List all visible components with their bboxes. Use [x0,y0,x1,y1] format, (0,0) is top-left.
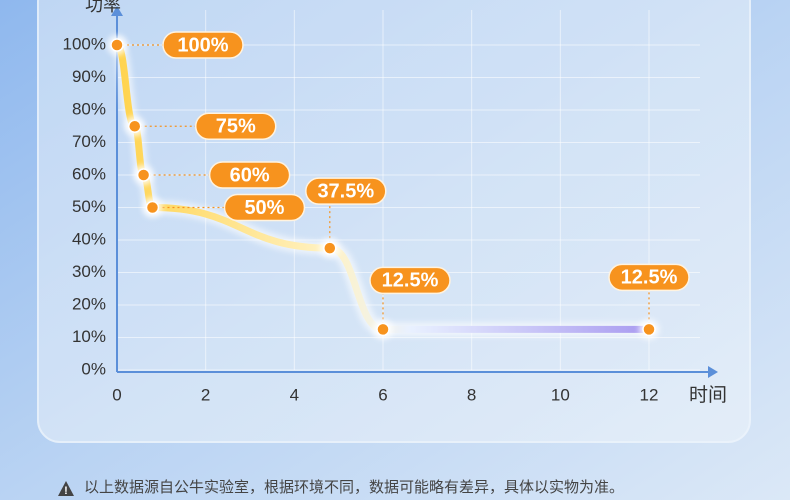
y-tick-label: 40% [72,229,106,248]
point [376,322,390,337]
value-label: 50% [244,197,284,219]
y-tick-label: 60% [72,164,106,183]
x-axis-title: 时间 [689,384,727,406]
value-label-box [208,161,291,189]
y-tick-label: 80% [72,99,106,118]
value-label-box [162,31,244,59]
point [642,322,656,337]
point [127,119,142,133]
y-tick-label: 20% [72,294,106,313]
y-axis-arrow [111,6,123,16]
y-tick-label: 30% [72,262,106,281]
point [110,38,124,52]
footnote: 以上数据源自公牛实验室，根据环境不同，数据可能略有差异，具体以实物为准。 [84,478,624,496]
value-label-box [608,263,690,292]
plot: 100% 75% 60% 50% 37.5% 12.5% 12.5% [107,31,690,340]
y-tick-label: 100% [63,34,106,53]
y-axis-title: 功率 [85,0,121,15]
point [145,200,160,215]
x-tick-label: 0 [112,385,121,404]
value-label: 12.5% [382,270,439,292]
warning-mark: ! [64,485,68,497]
value-label: 75% [216,116,256,138]
value-label-box [194,112,277,140]
x-tick-label: 6 [378,385,387,404]
y-tick-label: 0% [81,359,106,378]
x-tick-label: 12 [640,385,659,404]
value-label: 100% [177,34,228,56]
x-tick-label: 8 [467,385,476,404]
x-axis-arrow [708,366,718,378]
value-label: 60% [230,164,270,186]
y-tick-label: 90% [72,67,106,86]
value-label: 12.5% [621,267,678,289]
value-label-box [369,266,451,295]
value-label: 37.5% [317,180,374,202]
y-tick-label: 50% [72,197,106,216]
y-tick-label: 10% [72,327,106,346]
value-label-box [223,193,306,222]
point [136,168,151,182]
point [323,241,337,255]
y-tick-label: 70% [72,132,106,151]
warning-icon [58,481,74,496]
value-label-box [305,177,387,205]
panel [37,0,751,443]
x-tick-label: 10 [551,385,570,404]
x-tick-label: 2 [201,385,210,404]
x-tick-label: 4 [290,385,299,404]
